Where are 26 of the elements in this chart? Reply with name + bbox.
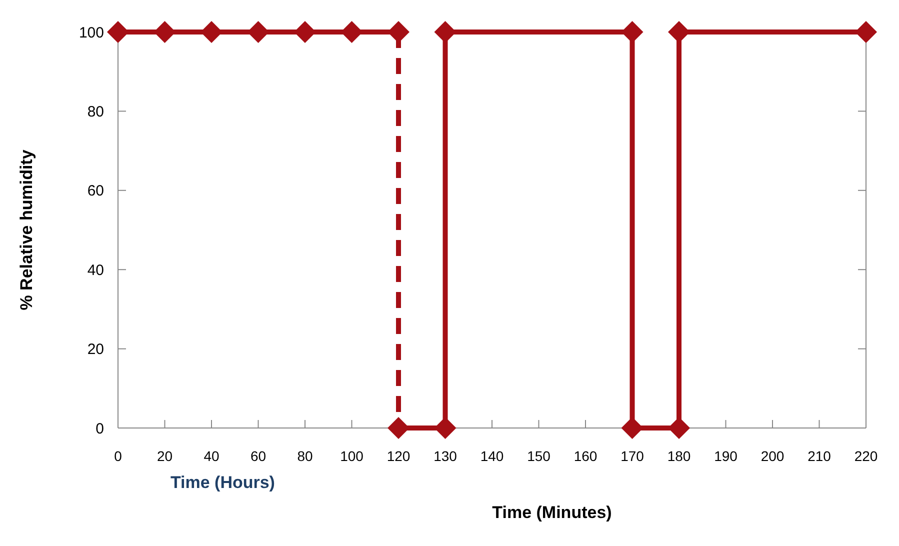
x-tick-label: 130: [434, 448, 458, 464]
x-tick-label: 180: [667, 448, 691, 464]
x-tick-label: 160: [574, 448, 598, 464]
x-tick-label: 20: [156, 448, 173, 464]
x-tick-label: 200: [760, 448, 784, 464]
y-tick-label: 60: [87, 182, 104, 200]
y-tick-label: 80: [87, 103, 104, 120]
x-tick-label: 190: [714, 448, 738, 464]
x-tick-label: 150: [527, 448, 551, 464]
x-tick-label: 170: [620, 448, 644, 464]
text: Time (Hours): [170, 473, 275, 492]
y-tick-label: 40: [87, 262, 104, 279]
x-tick-label: 40: [204, 448, 220, 464]
x-tick-label: 100: [340, 448, 364, 464]
y-axis-title: % Relative humidity: [17, 149, 36, 310]
x-tick-label: 220: [854, 448, 878, 464]
x-tick-label: 80: [297, 448, 313, 464]
x-tick-label: 210: [808, 448, 832, 464]
x-tick-label: 0: [114, 448, 122, 464]
x-tick-label: 120: [386, 448, 410, 464]
x-tick-label: 140: [480, 448, 504, 464]
x-axis-title: Time (Minutes): [492, 503, 612, 522]
y-tick-label: 20: [87, 341, 104, 358]
y-tick-label: 0: [96, 420, 104, 438]
y-tick-label: 100: [78, 24, 104, 42]
x-tick-label: 60: [250, 448, 266, 464]
